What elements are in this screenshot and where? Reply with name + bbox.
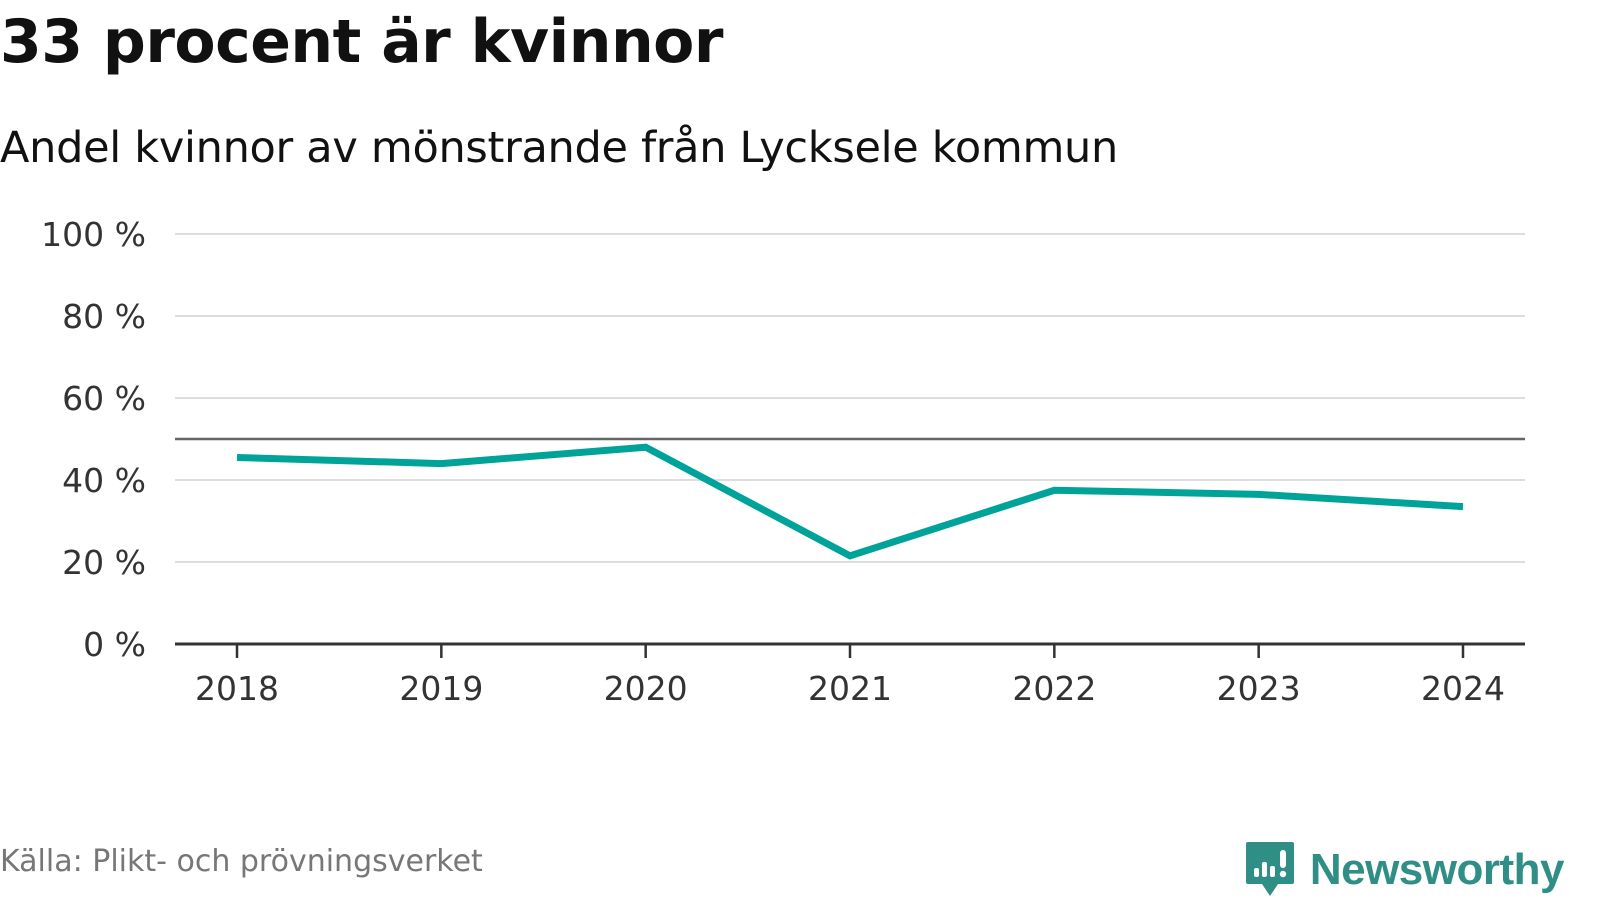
- x-tick-label: 2020: [604, 669, 688, 708]
- y-tick-label: 80 %: [62, 297, 146, 336]
- y-tick-label: 0 %: [83, 625, 146, 664]
- x-tick-label: 2018: [195, 669, 279, 708]
- chart-subtitle: Andel kvinnor av mönstrande från Lycksel…: [0, 123, 1118, 173]
- x-tick-label: 2024: [1421, 669, 1505, 708]
- x-tick-label: 2022: [1012, 669, 1096, 708]
- y-tick-label: 60 %: [62, 379, 146, 418]
- y-tick-label: 100 %: [41, 215, 146, 254]
- y-tick-label: 40 %: [62, 461, 146, 500]
- brand-name: Newsworthy: [1309, 845, 1565, 894]
- grid-lines: [175, 233, 1525, 563]
- x-axis: 2018 2019 2020 2021 2022 2023 2024: [175, 642, 1525, 708]
- series-line: [236, 443, 1464, 560]
- y-tick-label: 20 %: [62, 543, 146, 582]
- newsworthy-logo-icon: [1245, 842, 1294, 896]
- x-tick-label: 2021: [808, 669, 892, 708]
- y-axis-ticks: 0 % 20 % 40 % 60 % 80 % 100 %: [41, 215, 146, 664]
- x-tick-label: 2019: [399, 669, 483, 708]
- x-tick-label: 2023: [1217, 669, 1301, 708]
- chart-title: 33 procent är kvinnor: [0, 7, 723, 77]
- source-note: Källa: Plikt- och prövningsverket: [0, 844, 483, 879]
- brand-logo: Newsworthy: [1244, 840, 1565, 900]
- series-layer: [236, 443, 1464, 560]
